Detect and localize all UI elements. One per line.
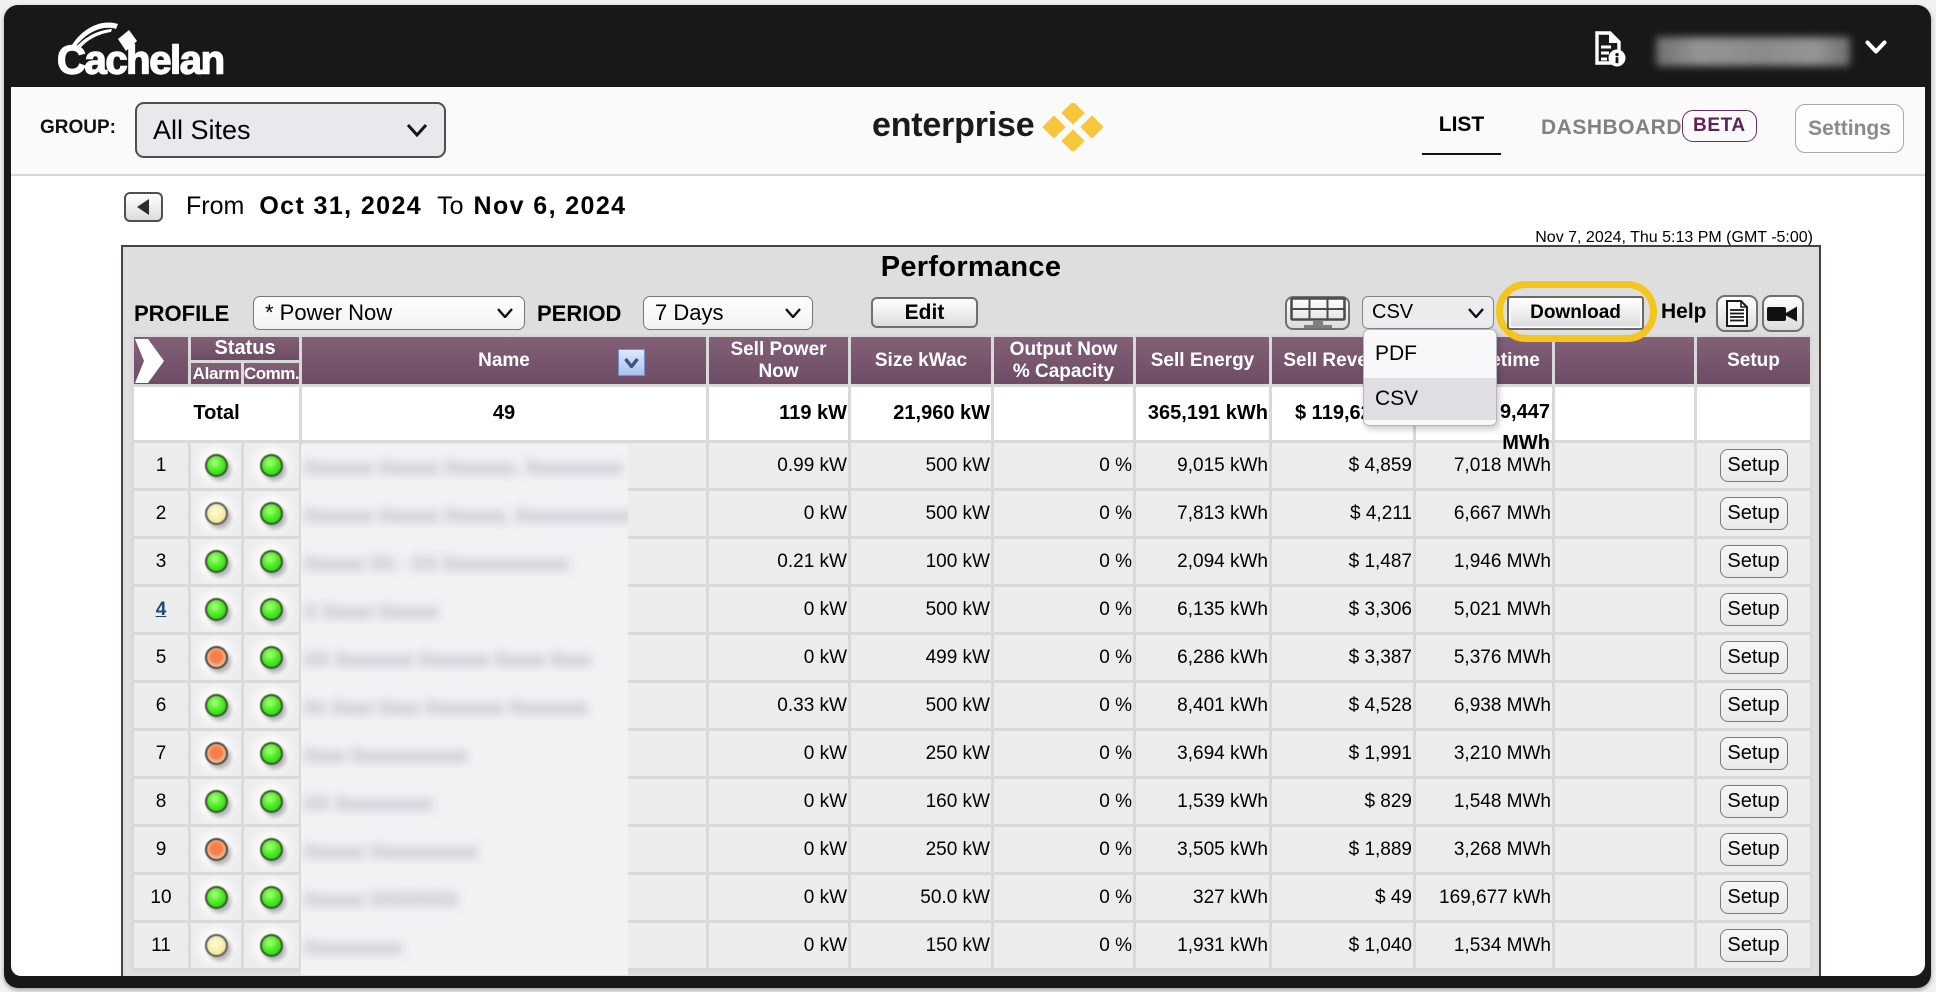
svg-text:Cachelan: Cachelan	[57, 39, 224, 83]
